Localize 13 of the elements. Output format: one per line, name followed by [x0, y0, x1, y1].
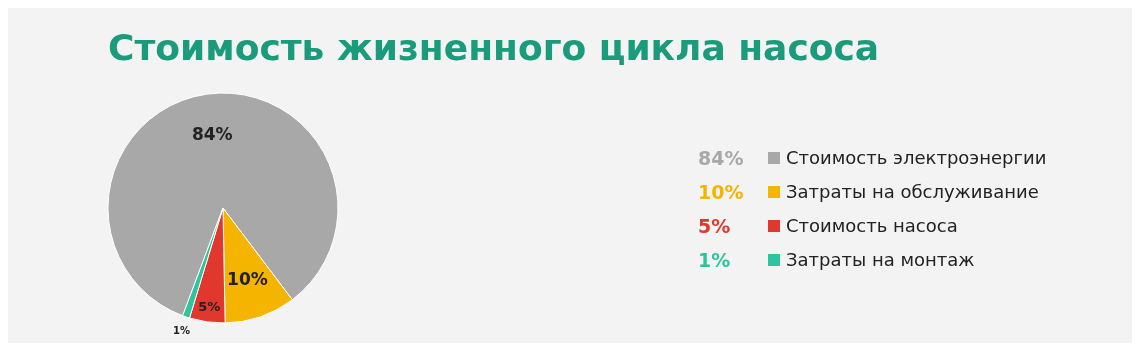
data-label: 5%	[198, 298, 221, 314]
text: 1%	[698, 248, 731, 271]
data-label: 10%	[227, 268, 268, 289]
legend-label: Затраты на обслуживание	[786, 181, 1039, 203]
text: 84%	[698, 146, 744, 169]
legend-label: Стоимость электроэнергии	[786, 147, 1047, 169]
legend-label: Стоимость насоса	[786, 215, 958, 237]
data-label: 84%	[191, 123, 233, 144]
data-label: 1%	[173, 324, 191, 336]
text: 10%	[698, 180, 744, 203]
legend-label: Затраты на монтаж	[786, 249, 975, 271]
text: 5%	[698, 214, 731, 237]
chart-title: Стоимость жизненного цикла насоса	[108, 27, 880, 68]
